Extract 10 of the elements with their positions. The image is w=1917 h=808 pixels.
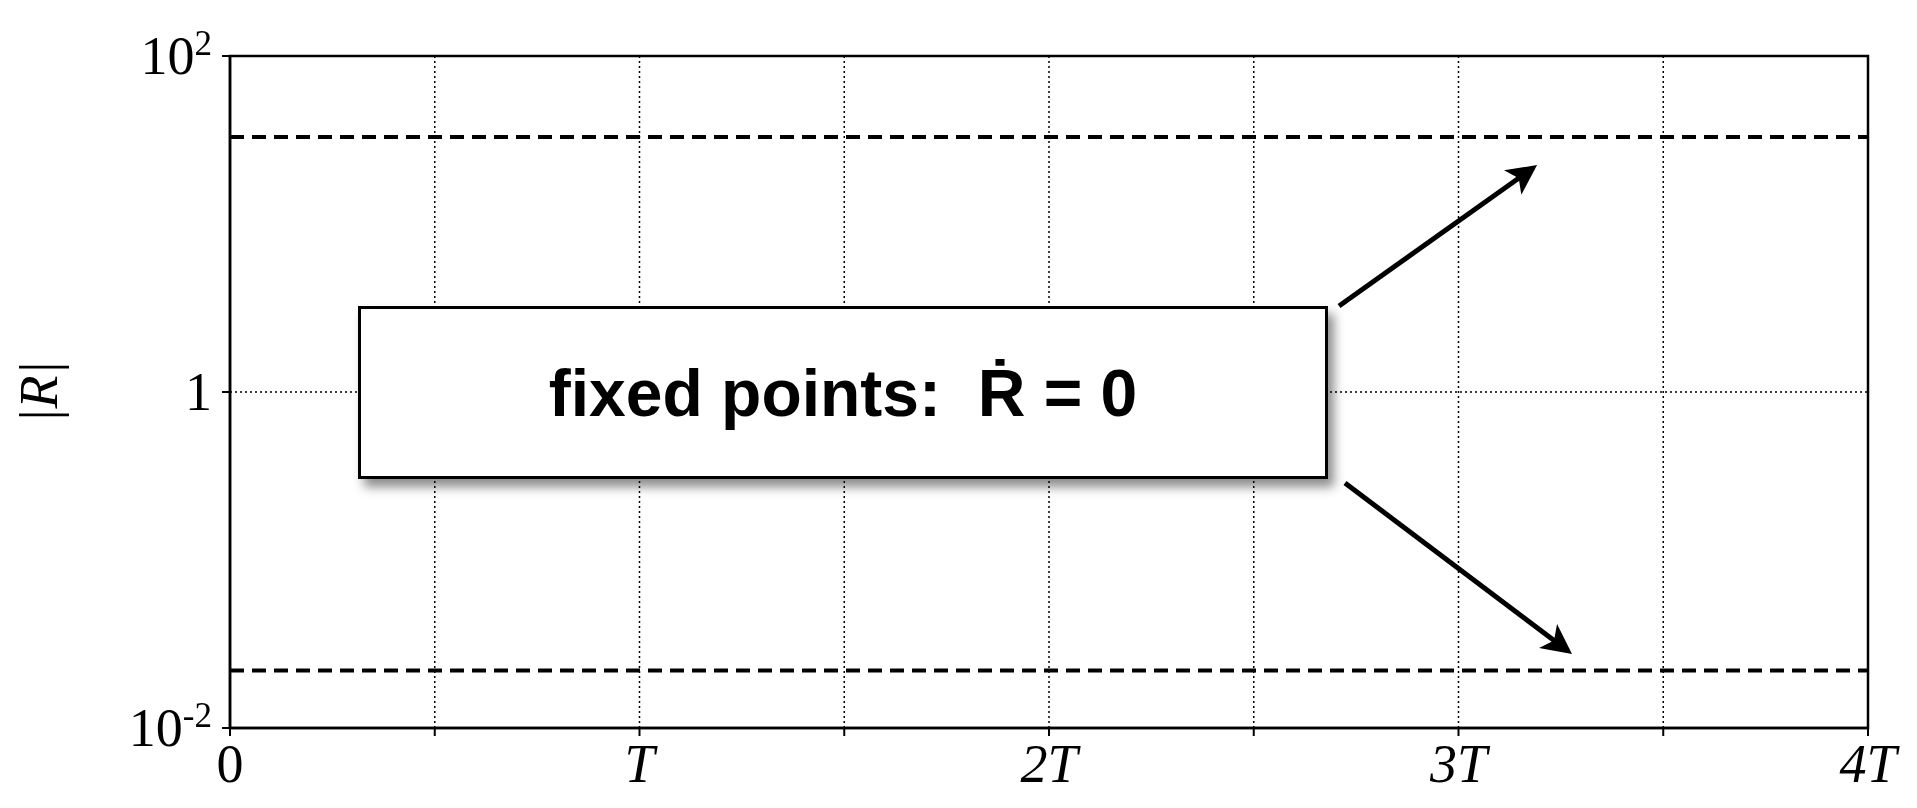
- x-tick-label: T: [624, 734, 659, 794]
- x-tick-label: 0: [216, 734, 244, 794]
- x-tick-label: 3T: [1428, 734, 1491, 794]
- y-axis-title: |R|: [9, 360, 70, 424]
- y-tick-label: 10$^{-2}$: [128, 695, 212, 758]
- y-tick-label: 1: [185, 362, 212, 422]
- y-tick-label: 10$^{2}$: [140, 23, 212, 86]
- callout-box: fixed points: Ṙ = 0: [358, 306, 1328, 479]
- x-tick-label: 4T: [1839, 734, 1901, 794]
- x-tick-label: 2T: [1020, 734, 1082, 794]
